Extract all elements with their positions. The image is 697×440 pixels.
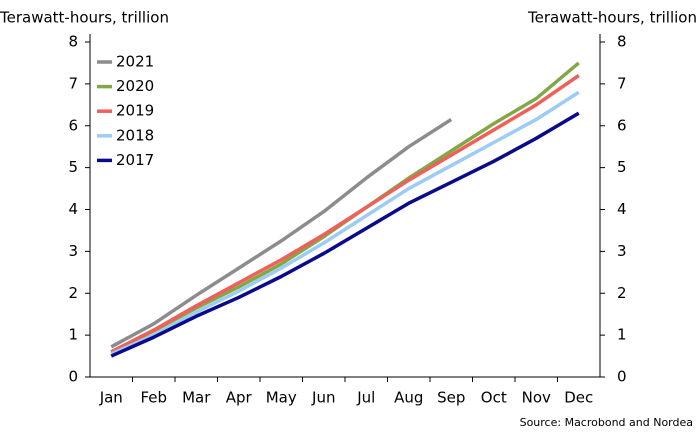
series-line <box>110 117 453 349</box>
x-tick-label: Feb <box>140 389 167 407</box>
x-tick-label: Jan <box>99 389 123 407</box>
y-tick-label: 3 <box>68 242 78 260</box>
series-line <box>110 90 580 356</box>
y-tick-label: 1 <box>68 326 78 344</box>
x-tick-label: May <box>266 389 297 407</box>
series-line <box>110 111 580 358</box>
y-tick-label: 2 <box>68 284 78 302</box>
y2-tick-label: 2 <box>617 284 627 302</box>
x-tick-label: Dec <box>564 389 593 407</box>
x-tick-label: Oct <box>481 389 507 407</box>
x-tick-label: Jun <box>311 389 335 407</box>
x-tick-label: Sep <box>437 389 465 407</box>
source-note: Source: Macrobond and Nordea <box>520 416 693 429</box>
y2-tick-label: 4 <box>617 200 627 218</box>
y2-tick-label: 3 <box>617 242 627 260</box>
legend-label: 2020 <box>116 77 154 95</box>
y-tick-label: 5 <box>68 158 78 176</box>
y-tick-label: 4 <box>68 200 78 218</box>
legend-label: 2019 <box>116 102 154 120</box>
y-tick-label: 6 <box>68 116 78 134</box>
x-tick-label: Jul <box>356 389 375 407</box>
x-tick-label: Mar <box>182 389 211 407</box>
y-tick-label: 7 <box>68 74 78 92</box>
x-tick-label: Nov <box>522 389 551 407</box>
x-tick-label: Apr <box>226 389 253 407</box>
y-axis-label: Terawatt-hours, trillion <box>0 9 169 27</box>
y2-tick-label: 7 <box>617 74 627 92</box>
y2-tick-label: 0 <box>617 368 627 386</box>
legend-label: 2017 <box>116 151 154 169</box>
series-line <box>110 74 580 354</box>
series-line <box>110 61 580 354</box>
y-tick-label: 8 <box>68 33 78 51</box>
y2-tick-label: 6 <box>617 116 627 134</box>
x-tick-label: Aug <box>394 389 423 407</box>
y-tick-label: 0 <box>68 368 78 386</box>
legend-label: 2018 <box>116 126 154 144</box>
y2-tick-label: 8 <box>617 33 627 51</box>
y2-tick-label: 1 <box>617 326 627 344</box>
legend-label: 2021 <box>116 53 154 71</box>
y2-tick-label: 5 <box>617 158 627 176</box>
y2-axis-label: Terawatt-hours, trillion <box>527 9 697 27</box>
